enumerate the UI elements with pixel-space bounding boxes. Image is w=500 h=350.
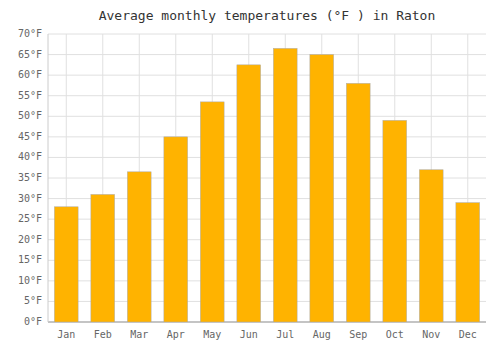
x-tick-label: Feb [94,329,112,340]
y-grid-line [48,95,486,96]
y-tick-label: 60°F [18,69,42,80]
y-tick-label: 55°F [18,90,42,101]
y-tick-label: 50°F [18,110,42,121]
grid [48,34,486,322]
bar [127,172,151,322]
axes: 0°F 5°F 10°F 15°F 20°F 25°F 30°F 35°F 40°F 45°F 50… [18,28,486,340]
y-tick-label: 40°F [18,151,42,162]
bar [164,137,188,322]
y-tick-label: 65°F [18,49,42,60]
y-grid-line [48,75,486,76]
x-tick-label: Dec [459,329,477,340]
chart: 0°F 5°F 10°F 15°F 20°F 25°F 30°F 35°F 40°F 45°F 50… [0,0,500,350]
y-tick-label: 30°F [18,193,42,204]
bar [200,102,224,322]
y-grid-line [48,116,486,117]
x-tick-label: Jan [57,329,75,340]
bars [54,48,479,322]
bar [91,194,115,322]
bar [54,207,78,322]
bar [346,83,370,322]
x-tick-label: Sep [349,329,367,340]
y-axis-line [48,34,49,322]
title: Average monthly temperatures (°F ) in Ra… [99,8,436,23]
x-tick-label: Aug [313,329,331,340]
bar [310,55,334,322]
y-tick-label: 25°F [18,213,42,224]
y-tick-label: 70°F [18,28,42,39]
y-tick-label: 45°F [18,131,42,142]
y-tick-label: 5°F [24,295,42,306]
x-tick-label: Jul [276,329,294,340]
x-tick-label: Apr [167,329,185,340]
bar [383,120,407,322]
x-tick-label: Mar [130,329,148,340]
x-tick-label: Nov [422,329,440,340]
y-grid-line [48,54,486,55]
y-tick-label: 0°F [24,316,42,327]
y-tick-label: 20°F [18,234,42,245]
y-tick-label: 35°F [18,172,42,183]
x-tick-label: Jun [240,329,258,340]
bar [419,170,443,322]
bar [273,48,297,322]
y-tick-label: 10°F [18,275,42,286]
y-grid-line [48,34,486,35]
chart-container: 0°F 5°F 10°F 15°F 20°F 25°F 30°F 35°F 40°F 45°F 50… [0,0,500,350]
y-tick-label: 15°F [18,254,42,265]
x-tick-label: Oct [386,329,404,340]
bar [237,65,261,322]
y-grid-line [48,157,486,158]
x-tick-label: May [203,329,221,340]
bar [456,203,480,322]
y-grid-line [48,136,486,137]
